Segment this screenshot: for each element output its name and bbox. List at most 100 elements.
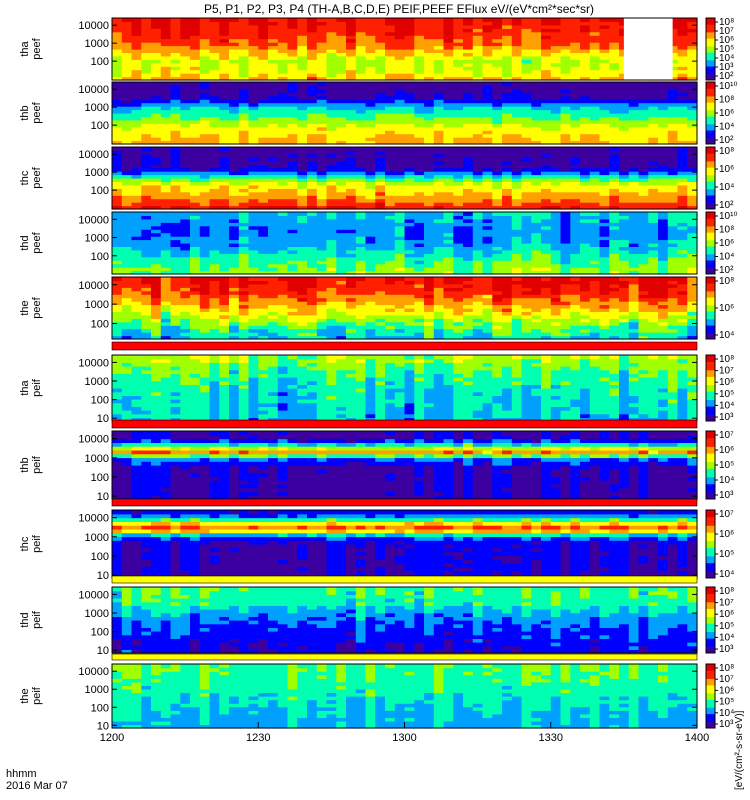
spectrogram-cell — [570, 225, 581, 230]
colorbar-segment — [706, 181, 715, 184]
spectrogram-cell — [628, 92, 640, 97]
spectrogram-cell — [199, 123, 211, 128]
spectrogram-cell — [453, 184, 464, 189]
spectrogram-cell — [170, 256, 181, 261]
spectrogram-cell — [229, 52, 240, 57]
spectrogram-cell — [141, 181, 152, 186]
spectrogram-cell — [238, 236, 250, 241]
spectrogram-cell — [199, 191, 211, 196]
spectrogram-cell — [238, 123, 250, 128]
spectrogram-cell — [531, 88, 542, 93]
spectrogram-cell — [589, 99, 601, 104]
spectrogram-cell — [472, 212, 484, 216]
spectrogram-cell — [151, 18, 162, 22]
colorbar-segment — [706, 22, 715, 25]
spectrogram-cell — [502, 188, 513, 193]
spectrogram-cell — [667, 236, 679, 241]
spectrogram-cell — [346, 239, 357, 244]
spectrogram-cell — [160, 215, 172, 220]
spectrogram-cell — [190, 205, 201, 210]
spectrogram-cell — [121, 102, 133, 107]
spectrogram-cell — [190, 304, 201, 309]
colorbar-tick-label: 10² — [719, 200, 734, 211]
spectrogram-cell — [160, 249, 172, 254]
spectrogram-cell — [170, 62, 181, 67]
spectrogram-cell — [190, 133, 201, 138]
colorbar-segment — [706, 91, 715, 94]
spectrogram-cell — [121, 267, 133, 272]
spectrogram-cell — [365, 21, 376, 26]
spectrogram-cell — [229, 99, 240, 104]
spectrogram-cell — [199, 215, 211, 220]
spectrogram-cell — [131, 157, 142, 162]
spectrogram-cell — [151, 222, 162, 227]
spectrogram-cell — [316, 76, 328, 81]
spectrogram-cell — [521, 232, 532, 237]
spectrogram-cell — [287, 215, 298, 220]
spectrogram-cell — [346, 38, 357, 43]
spectrogram-cell — [199, 181, 211, 186]
spectrogram-cell — [453, 263, 464, 268]
spectrogram-cell — [346, 69, 357, 74]
spectrogram-cell — [170, 198, 181, 203]
spectrogram-cell — [209, 304, 220, 309]
spectrogram-cell — [511, 28, 523, 33]
spectrogram-cell — [531, 256, 542, 261]
spectrogram-cell — [112, 256, 123, 261]
spectrogram-cell — [131, 102, 142, 107]
spectrogram-cell — [570, 246, 581, 251]
spectrogram-cell — [121, 277, 133, 281]
spectrogram-cell — [424, 174, 435, 179]
colorbar-segment — [706, 224, 715, 227]
spectrogram-cell — [112, 308, 123, 312]
spectrogram-cell — [160, 287, 172, 292]
spectrogram-cell — [151, 28, 162, 33]
colorbar-segment — [706, 162, 715, 165]
panel-frame — [111, 146, 698, 210]
spectrogram-cell — [619, 99, 630, 104]
spectrogram-cell — [258, 280, 269, 285]
spectrogram-cell — [521, 195, 532, 200]
spectrogram-cell — [424, 153, 435, 158]
spectrogram-cell — [170, 137, 181, 142]
spectrogram-cell — [511, 267, 523, 272]
spectrogram-cell — [141, 76, 152, 81]
spectrogram-cell — [219, 126, 230, 131]
spectrogram-cell — [199, 28, 211, 33]
spectrogram-cell — [385, 102, 396, 107]
spectrogram-cell — [424, 92, 435, 97]
spectrogram-cell — [570, 137, 581, 142]
spectrogram-cell — [170, 109, 181, 114]
spectrogram-cell — [619, 116, 630, 121]
spectrogram-cell — [619, 191, 630, 196]
spectrogram-cell — [385, 42, 396, 47]
spectrogram-cell — [326, 205, 337, 210]
spectrogram-cell — [443, 212, 454, 216]
spectrogram-cell — [199, 109, 211, 114]
spectrogram-cell — [336, 24, 347, 29]
spectrogram-cell — [277, 277, 289, 281]
spectrogram-cell — [287, 270, 298, 275]
spectrogram-cell — [677, 202, 688, 207]
spectrogram-cell — [560, 137, 571, 142]
spectrogram-cell — [502, 55, 513, 60]
spectrogram-cell — [219, 137, 230, 142]
spectrogram-cell — [307, 304, 318, 309]
spectrogram-cell — [346, 137, 357, 142]
spectrogram-cell — [209, 318, 220, 323]
spectrogram-cell — [385, 205, 396, 210]
spectrogram-cell — [219, 109, 230, 114]
spectrogram-cell — [570, 99, 581, 104]
spectrogram-cell — [443, 202, 454, 207]
spectrogram-cell — [531, 119, 542, 124]
spectrogram-cell — [229, 126, 240, 131]
spectrogram-cell — [550, 178, 562, 182]
spectrogram-cell — [346, 198, 357, 203]
spectrogram-cell — [268, 290, 279, 295]
spectrogram-cell — [560, 82, 571, 86]
spectrogram-cell — [316, 253, 328, 258]
spectrogram-cell — [199, 325, 211, 330]
spectrogram-cell — [141, 102, 152, 107]
spectrogram-cell — [209, 335, 220, 340]
spectrogram-cell — [472, 49, 484, 53]
